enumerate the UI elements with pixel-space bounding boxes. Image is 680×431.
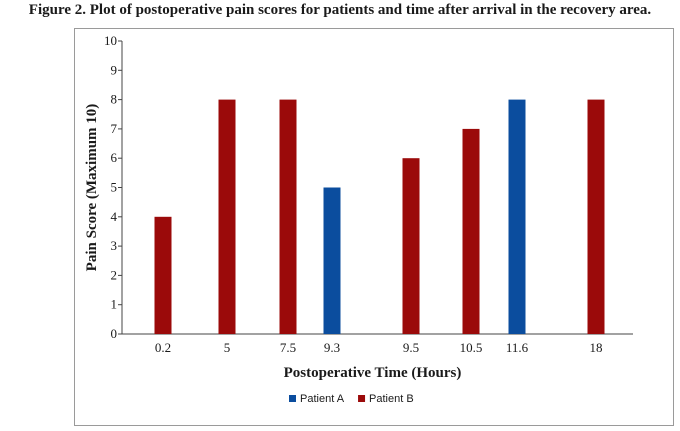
y-tick-label: 3 [111,238,118,253]
y-tick-label: 4 [111,209,118,224]
bar-chart: 0 1 2 3 4 5 6 7 8 9 10 0.2 5 7.5 9.3 9.5 10.5 11.6 18 Pai… [84,33,633,405]
bar-11-6 [508,99,526,334]
figure-caption: Figure 2. Plot of postoperative pain sco… [28,2,652,18]
x-axis: 0.2 5 7.5 9.3 9.5 10.5 11.6 18 [122,333,633,355]
x-tick-label: 9.3 [324,340,340,355]
y-tick-label: 9 [111,62,118,77]
bar-9-3 [323,187,341,334]
bar-0-2 [154,216,172,334]
bar-18 [587,99,605,334]
legend-swatch-b [358,395,366,402]
chart-frame: 0 1 2 3 4 5 6 7 8 9 10 0.2 5 7.5 9.3 9.5 10.5 11.6 18 Pai… [74,28,674,426]
legend-swatch-a [289,395,296,402]
y-tick-label: 6 [111,150,118,165]
x-tick-label: 18 [590,340,603,355]
y-tick-label: 10 [104,33,117,48]
y-tick-label: 1 [111,297,118,312]
x-tick-label: 5 [224,340,231,355]
y-tick-label: 0 [111,326,118,341]
bar-10-5 [462,128,480,334]
x-axis-title: Postoperative Time (Hours) [284,365,462,381]
bar-5 [218,99,236,334]
legend: Patient A Patient B [289,393,414,405]
y-tick-label: 7 [111,121,118,136]
x-tick-label: 0.2 [155,340,171,355]
y-axis-title: Pain Score (Maximum 10) [84,104,100,272]
y-axis: 0 1 2 3 4 5 6 7 8 9 10 [104,33,123,341]
x-tick-label: 9.5 [403,340,419,355]
x-tick-label: 10.5 [460,340,483,355]
legend-label: Patient A [300,393,345,405]
bars-group [154,99,605,334]
x-tick-label: 7.5 [280,340,296,355]
legend-label: Patient B [369,393,414,405]
x-tick-label: 11.6 [506,340,529,355]
y-tick-label: 2 [111,267,118,282]
bar-7-5 [279,99,297,334]
bar-9-5 [402,158,420,334]
y-tick-label: 8 [111,92,118,107]
y-tick-label: 5 [111,180,118,195]
